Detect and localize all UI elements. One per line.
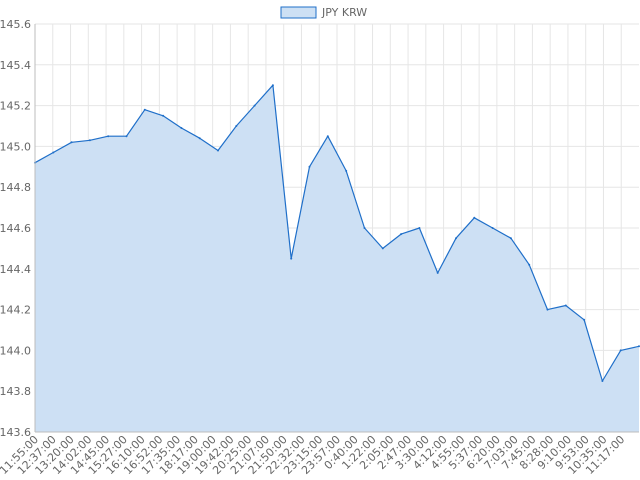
data-point[interactable] [308, 165, 311, 168]
data-point[interactable] [345, 169, 348, 172]
series-line[interactable] [34, 84, 640, 382]
data-point[interactable] [418, 227, 421, 229]
y-tick-label: 145.6 [0, 18, 31, 31]
data-point[interactable] [52, 151, 55, 154]
data-point[interactable] [143, 108, 146, 111]
data-point[interactable] [326, 135, 329, 138]
axes [34, 24, 639, 433]
data-point[interactable] [619, 349, 622, 352]
y-tick-labels: 145.6 145.4 145.2 145.0 144.8 144.6 144.4 144.2… [0, 18, 31, 439]
y-tick-label: 145.0 [0, 140, 31, 153]
y-tick-label: 145.4 [0, 59, 31, 72]
data-point[interactable] [290, 257, 293, 260]
y-tick-label: 144.0 [0, 344, 31, 357]
y-tick-label: 144.2 [0, 304, 31, 317]
data-point[interactable] [509, 237, 512, 240]
data-point[interactable] [88, 139, 91, 142]
data-point[interactable] [217, 149, 219, 152]
data-point[interactable] [546, 308, 549, 311]
data-point[interactable] [601, 380, 604, 382]
data-point[interactable] [455, 237, 457, 240]
data-point[interactable] [235, 125, 238, 127]
data-point[interactable] [564, 304, 567, 307]
data-point[interactable] [180, 127, 183, 129]
x-tick-labels: 11:55:0012:37:0013:20:0014:02:0014:45:00… [0, 433, 627, 477]
y-tick-label: 144.8 [0, 181, 31, 194]
data-point[interactable] [271, 84, 274, 87]
data-point[interactable] [125, 135, 128, 138]
data-point[interactable] [162, 114, 165, 117]
data-point[interactable] [363, 227, 366, 229]
data-point[interactable] [583, 318, 586, 321]
series-fill [35, 85, 639, 432]
legend-swatch[interactable] [280, 6, 317, 19]
y-tick-label: 144.6 [0, 222, 31, 235]
data-point[interactable] [528, 263, 531, 266]
data-point[interactable] [491, 227, 494, 229]
y-tick-label: 145.2 [0, 100, 31, 113]
data-point[interactable] [400, 233, 403, 236]
legend[interactable]: JPY KRW [280, 6, 367, 19]
data-point[interactable] [70, 141, 73, 144]
data-point[interactable] [436, 271, 439, 274]
data-point[interactable] [107, 135, 110, 138]
data-point[interactable] [381, 247, 384, 250]
legend-label[interactable]: JPY KRW [321, 6, 367, 19]
y-tick-label: 143.8 [0, 385, 31, 398]
data-point[interactable] [198, 137, 201, 140]
data-point[interactable] [253, 104, 256, 107]
y-tick-label: 143.6 [0, 426, 31, 439]
y-tick-label: 144.4 [0, 263, 31, 276]
data-point[interactable] [473, 216, 476, 219]
